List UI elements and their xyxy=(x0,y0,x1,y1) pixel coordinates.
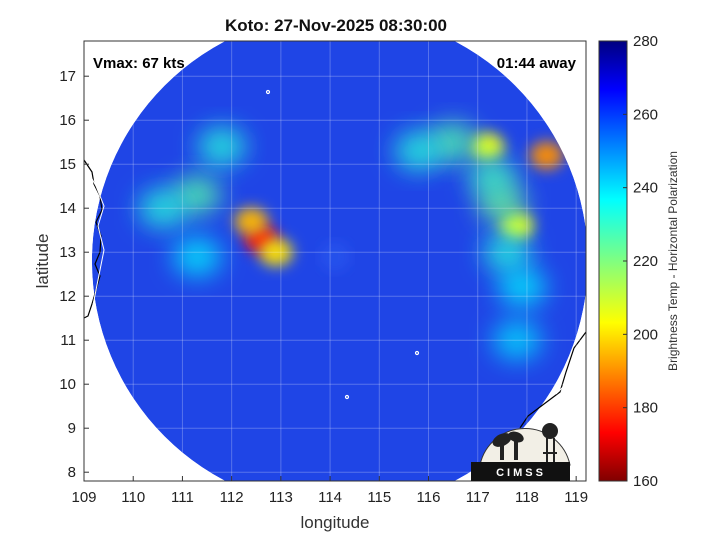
y-tick-label-14: 14 xyxy=(59,200,76,217)
y-tick-label-16: 16 xyxy=(59,112,76,129)
cb-tick-label-220: 220 xyxy=(633,253,658,270)
y-tick-label-9: 9 xyxy=(68,420,76,437)
colorbar xyxy=(598,40,628,482)
feature-blob-12 xyxy=(394,131,443,171)
x-tick-label-110: 110 xyxy=(121,489,145,506)
x-tick-label-116: 116 xyxy=(417,489,441,506)
x-tick-label-114: 114 xyxy=(318,489,342,506)
axis-ticks: 109 110 111 112 113 114 115 116 117 118 119 8 9 10 11 1… xyxy=(59,68,588,506)
cb-tick-label-280: 280 xyxy=(633,33,658,50)
plot-frame xyxy=(83,40,587,482)
feature-blob-7 xyxy=(470,132,505,161)
feature-blob-6 xyxy=(173,236,222,277)
island-3 xyxy=(344,394,350,400)
cimss-logo: CIMSS xyxy=(471,423,571,481)
logo-dish-icon xyxy=(492,431,524,460)
swath-features xyxy=(138,122,564,361)
y-tick-label-8: 8 xyxy=(68,464,76,481)
coastline xyxy=(84,89,586,429)
island-2 xyxy=(414,350,420,356)
cb-tick-label-260: 260 xyxy=(633,106,658,123)
colorbar-label: Brightness Temp - Horizontal Polarizatio… xyxy=(666,151,680,371)
y-tick-label-13: 13 xyxy=(59,244,76,261)
coastline-east-outline xyxy=(555,369,586,395)
feature-blob-4 xyxy=(138,188,187,229)
coastline-east xyxy=(519,331,586,429)
cb-tick-label-180: 180 xyxy=(633,400,658,417)
feature-blob-8 xyxy=(529,141,564,170)
y-axis-label: latitude xyxy=(33,234,52,289)
vmax-annotation: Vmax: 67 kts xyxy=(93,55,185,72)
y-tick-label-17: 17 xyxy=(59,68,76,85)
brightness-swath xyxy=(91,41,586,481)
coastline-west xyxy=(84,159,103,319)
feature-blob-2 xyxy=(259,238,293,267)
logo-text: CIMSS xyxy=(496,467,546,479)
coastline-west-outline xyxy=(85,167,105,311)
feature-blob-14 xyxy=(468,157,517,198)
x-tick-label-117: 117 xyxy=(466,489,490,506)
x-tick-label-111: 111 xyxy=(171,489,194,506)
logo-banner xyxy=(471,462,570,481)
cb-tick-label-200: 200 xyxy=(633,326,658,343)
feature-blob-5 xyxy=(197,126,246,167)
x-tick-label-115: 115 xyxy=(367,489,391,506)
feature-blob-13 xyxy=(483,232,532,273)
colorbar-ticks: 160 180 200 220 240 260 280 xyxy=(623,33,658,490)
island-1 xyxy=(265,89,271,95)
feature-blob-1 xyxy=(234,207,269,236)
x-axis-label: longitude xyxy=(300,513,369,532)
chart-title: Koto: 27-Nov-2025 08:30:00 xyxy=(225,16,447,35)
y-tick-label-11: 11 xyxy=(60,332,76,349)
y-tick-label-12: 12 xyxy=(59,288,76,305)
x-tick-label-113: 113 xyxy=(269,489,293,506)
logo-tower-icon xyxy=(542,423,558,462)
x-tick-label-112: 112 xyxy=(220,489,244,506)
storm-eye xyxy=(323,244,347,269)
x-tick-label-109: 109 xyxy=(71,489,96,506)
x-tick-label-118: 118 xyxy=(515,489,539,506)
grid-lines xyxy=(84,41,586,481)
cb-tick-label-160: 160 xyxy=(633,473,658,490)
feature-blob-15 xyxy=(498,267,547,308)
feature-blob-16 xyxy=(493,320,542,361)
plot-area xyxy=(84,41,586,481)
time-away-annotation: 01:44 away xyxy=(497,55,577,72)
cb-tick-label-240: 240 xyxy=(633,180,658,197)
y-tick-label-15: 15 xyxy=(59,156,76,173)
y-tick-label-10: 10 xyxy=(59,376,76,393)
x-tick-label-119: 119 xyxy=(564,489,588,506)
